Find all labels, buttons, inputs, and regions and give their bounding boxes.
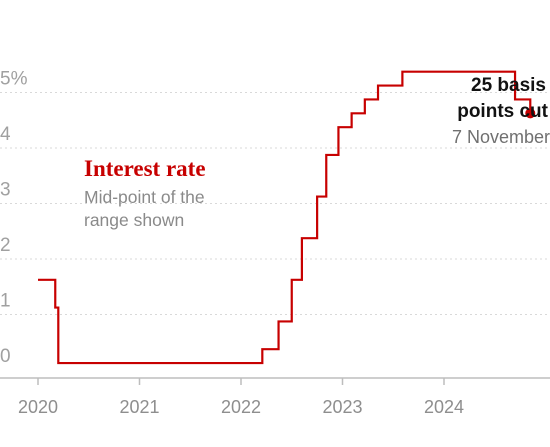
x-tick-label: 2020 — [18, 397, 58, 417]
gridlines — [0, 92, 550, 315]
y-tick-label: 1 — [0, 291, 11, 312]
x-tick-label: 2021 — [119, 397, 159, 417]
x-tick-label: 2022 — [221, 397, 261, 417]
annotation-date: 7 November — [452, 127, 550, 147]
y-tick-labels: 0 1 2 3 4 5% — [0, 69, 28, 368]
x-tick-labels: 2020 2021 2022 2023 2024 — [18, 378, 464, 417]
y-tick-label: 5% — [0, 69, 28, 90]
x-tick-label: 2024 — [424, 397, 464, 417]
y-tick-label: 2 — [0, 235, 11, 256]
y-tick-label: 3 — [0, 180, 11, 201]
chart-subtitle-line-2: range shown — [84, 210, 184, 230]
x-tick-label: 2023 — [322, 397, 362, 417]
end-point-marker — [525, 108, 536, 119]
series-line-interest-rate — [38, 70, 532, 365]
y-tick-label: 4 — [0, 124, 11, 145]
chart-title: Interest rate — [84, 156, 206, 181]
y-tick-label: 0 — [0, 346, 11, 367]
chart-subtitle-line-1: Mid-point of the — [84, 187, 205, 207]
annotation-line-2: points cut — [457, 101, 548, 122]
annotation-line-1: 25 basis — [471, 75, 546, 96]
